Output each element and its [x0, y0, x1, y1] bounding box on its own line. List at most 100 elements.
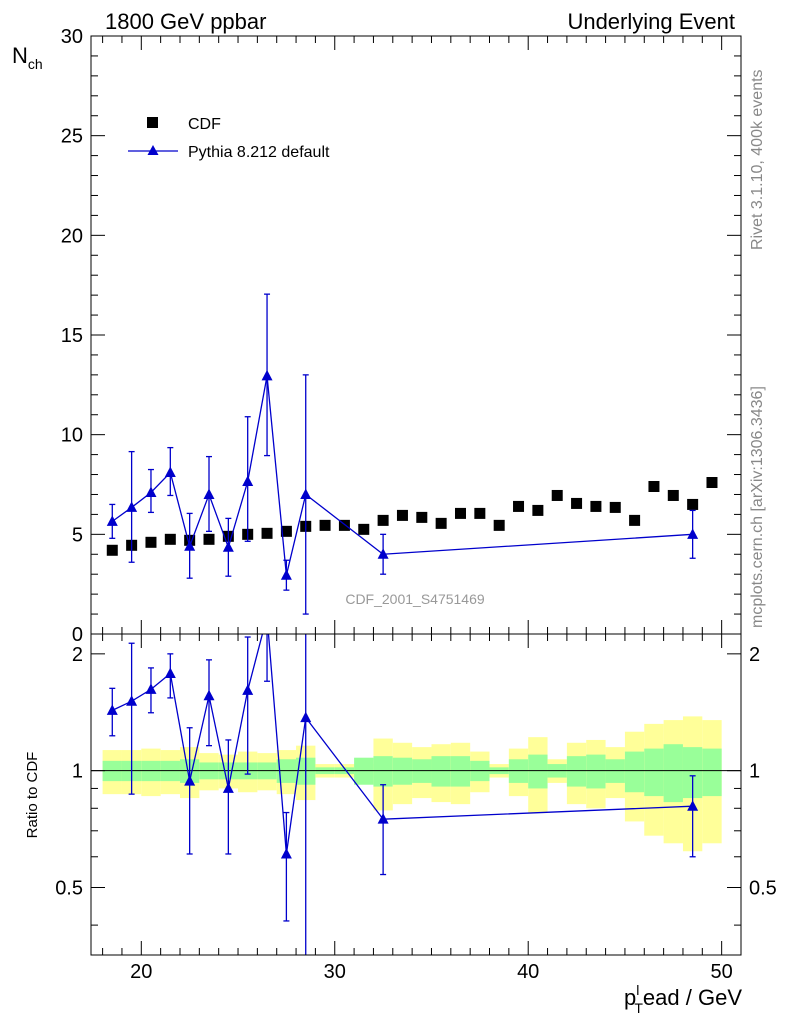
- pythia-ratio-point-11: [377, 813, 389, 824]
- ratio-ylabel: Ratio to CDF: [24, 752, 41, 839]
- rivet-label: Rivet 3.1.10, 400k events: [749, 69, 766, 250]
- pythia-ratio-point-5: [203, 689, 215, 701]
- x-tick-label-3: 50: [711, 961, 733, 983]
- cdf-point-17: [435, 517, 447, 529]
- cdf-point-14: [377, 514, 389, 526]
- cdf-point-30: [687, 498, 699, 510]
- pythia-ratio-line: [112, 634, 693, 855]
- pythia-ratio-point-0: [106, 704, 118, 715]
- pythia-main-line: [111, 375, 693, 576]
- cdf-point-22: [532, 504, 544, 516]
- cdf-point-5: [203, 533, 215, 545]
- band-inner-27: [624, 751, 645, 793]
- main-ylabel: Nch: [12, 43, 43, 72]
- band-inner-24: [566, 756, 587, 787]
- cdf-point-16: [416, 511, 428, 523]
- cdf-point-21: [513, 500, 525, 512]
- cdf-point-18: [454, 507, 466, 519]
- band-inner-15: [392, 757, 413, 785]
- axes-layer: 20 30 40 50 0 5 10 15 20 25 30 0.5 0.5 1 1 2 2: [55, 26, 777, 983]
- cdf-point-19: [474, 507, 486, 519]
- pythia-ratio-point-2: [145, 683, 157, 694]
- band-inner-17: [431, 756, 451, 787]
- cdf-point-20: [493, 519, 505, 531]
- cdf-point-2: [145, 536, 157, 548]
- legend: CDF Pythia 8.212 default: [128, 116, 330, 161]
- pythia-main-point-1: [126, 501, 138, 512]
- x-tick-label-2: 40: [517, 961, 539, 983]
- band-inner-14: [373, 756, 393, 787]
- header-left-label: 1800 GeV ppbar: [105, 9, 266, 34]
- pythia-ratio-point-7: [242, 684, 254, 695]
- pythia-main-point-0: [106, 515, 118, 526]
- cdf-point-15: [396, 509, 408, 521]
- pythia-main-point-2: [145, 486, 157, 497]
- band-inner-18: [450, 756, 471, 787]
- ratio-ytick-label-r-2: 2: [749, 644, 760, 666]
- cdf-point-24: [571, 497, 583, 509]
- pythia-ratio-point-6: [222, 782, 234, 793]
- cdf-point-27: [629, 514, 641, 526]
- main-ytick-label-3: 15: [61, 325, 83, 347]
- pythia-ratio-point-4: [184, 775, 196, 786]
- ratio-ytick-label-r-1: 1: [749, 761, 760, 783]
- pythia-main-point-10: [300, 488, 312, 499]
- ratio-series-layer: [106, 610, 699, 955]
- band-inner-30: [682, 747, 703, 799]
- pythia-main-point-8: [261, 369, 273, 381]
- cdf-point-25: [590, 500, 602, 512]
- cdf-point-23: [551, 489, 563, 501]
- cdf-point-28: [648, 480, 660, 492]
- pythia-ratio-point-10: [300, 711, 312, 723]
- pythia-ratio-point-12: [687, 800, 699, 811]
- main-series-layer: [106, 293, 718, 615]
- band-inner-28: [644, 748, 664, 797]
- cdf-point-9: [280, 525, 292, 537]
- ratio-ytick-label-l-2: 2: [72, 644, 83, 666]
- cdf-point-3: [164, 533, 176, 545]
- main-ytick-label-2: 10: [61, 425, 83, 447]
- pythia-main-point-5: [203, 488, 215, 499]
- legend-label-cdf: CDF: [188, 116, 221, 133]
- main-ytick-label-4: 20: [61, 225, 83, 247]
- legend-marker-pythia: [147, 145, 159, 155]
- legend-marker-cdf: [147, 117, 158, 128]
- band-inner-22: [528, 754, 548, 789]
- pythia-main-point-4: [184, 540, 196, 551]
- cdf-point-0: [106, 544, 118, 556]
- pythia-ratio-point-9: [280, 847, 292, 859]
- legend-label-pythia: Pythia 8.212 default: [188, 144, 330, 161]
- analysis-annotation: CDF_2001_S4751469: [345, 591, 485, 607]
- x-tick-label-1: 30: [324, 961, 346, 983]
- mcplots-label: mcplots.cern.ch [arXiv:1306.3436]: [749, 386, 766, 628]
- band-inner-25: [586, 754, 606, 789]
- x-tick-label-0: 20: [130, 961, 152, 983]
- cdf-point-26: [609, 501, 621, 513]
- pythia-ratio-point-8: [262, 610, 273, 621]
- main-ytick-label-5: 25: [61, 126, 83, 148]
- band-inner-29: [663, 744, 683, 803]
- cdf-point-11: [319, 519, 331, 531]
- cdf-point-29: [667, 489, 679, 501]
- ratio-ytick-label-r-0: 0.5: [749, 878, 777, 900]
- main-ytick-label-0: 0: [72, 624, 83, 646]
- cdf-point-8: [261, 527, 273, 539]
- band-inner-31: [702, 748, 722, 797]
- pythia-main-point-7: [242, 475, 254, 487]
- pythia-main-point-3: [164, 466, 176, 478]
- pythia-ratio-point-1: [126, 695, 138, 706]
- pythia-ratio-point-3: [164, 667, 176, 678]
- main-ytick-label-6: 30: [61, 26, 83, 48]
- pythia-main-point-9: [280, 569, 292, 580]
- main-ytick-label-1: 5: [72, 524, 83, 546]
- ratio-ytick-label-l-0: 0.5: [55, 878, 83, 900]
- pythia-main-point-6: [222, 541, 234, 552]
- cdf-point-13: [358, 523, 370, 535]
- band-inner-13: [354, 757, 374, 785]
- x-axis-label: pl Tead / GeV: [624, 982, 742, 1016]
- pythia-main-point-12: [687, 528, 699, 539]
- cdf-point-31: [706, 477, 718, 489]
- header-right-label: Underlying Event: [567, 9, 735, 34]
- ratio-ytick-label-l-1: 1: [72, 761, 83, 783]
